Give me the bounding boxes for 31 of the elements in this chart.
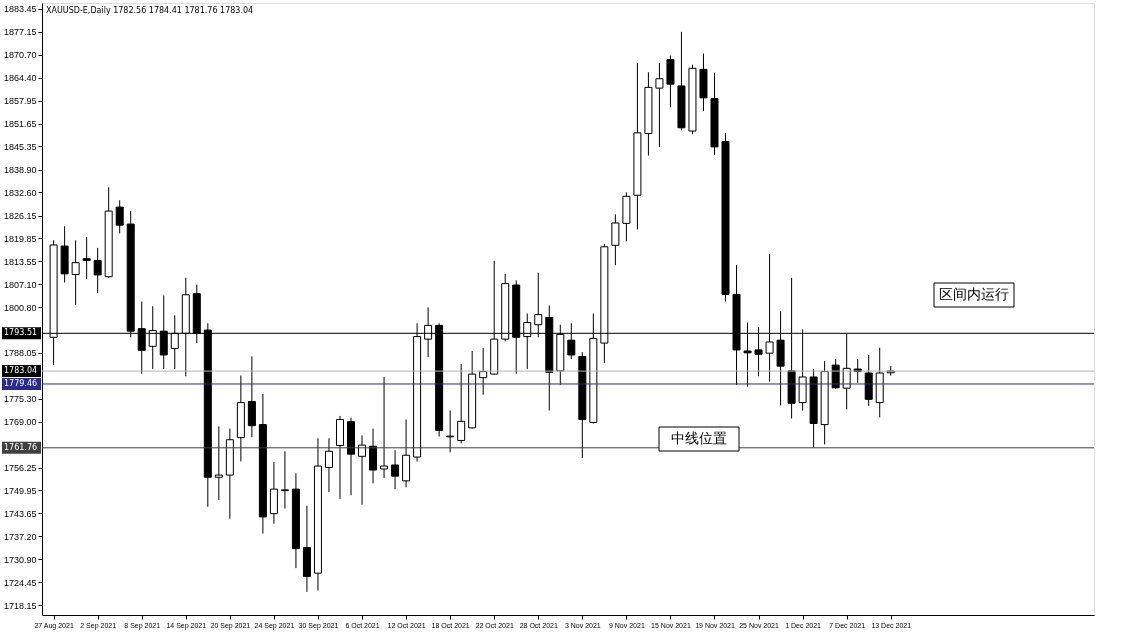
y-tick-label: 1813.55	[3, 256, 37, 267]
y-tick-label: 1749.95	[3, 485, 37, 496]
y-tick-label: 1819.85	[3, 233, 37, 244]
y-tick-label: 1877.15	[3, 27, 37, 38]
y-tick-label: 1826.15	[3, 211, 37, 222]
y-tick-label: 1769.00	[3, 417, 37, 428]
y-tick-label: 1800.80	[3, 302, 37, 313]
ref-line-label: 1793.51	[4, 328, 38, 338]
y-tick-label: 1832.60	[3, 187, 37, 198]
y-tick-label: 1743.65	[3, 508, 37, 519]
y-tick-label: 1718.15	[3, 600, 37, 611]
y-tick-label: 1807.10	[3, 279, 37, 290]
y-tick-label: 1756.25	[3, 463, 37, 474]
y-tick-label: 1730.90	[3, 554, 37, 565]
y-tick-label: 1864.40	[3, 73, 37, 84]
annotation: 中线位置	[671, 430, 727, 446]
y-tick-label: 1838.90	[3, 165, 37, 176]
y-tick-label: 1845.35	[3, 141, 37, 152]
y-tick-label: 1857.95	[3, 96, 37, 107]
ref-line-label: 1783.04	[4, 366, 38, 376]
y-tick-label: 1724.45	[3, 577, 37, 588]
chart-title: XAUUSD-E,Daily 1782.56 1784.41 1781.76 1783.04	[46, 6, 254, 15]
y-tick-label: 1737.20	[3, 531, 37, 542]
text: 区间内运行	[939, 286, 1009, 302]
y-tick-label: 1883.45	[3, 4, 37, 15]
y-tick-label: 1851.65	[3, 119, 37, 130]
y-tick-label: 1788.05	[3, 348, 37, 359]
y-tick-label: 1870.70	[3, 50, 37, 61]
y-tick-label: 1775.30	[3, 394, 37, 405]
ref-line-label: 1779.46	[4, 378, 38, 388]
ref-line-label: 1761.76	[4, 442, 38, 452]
